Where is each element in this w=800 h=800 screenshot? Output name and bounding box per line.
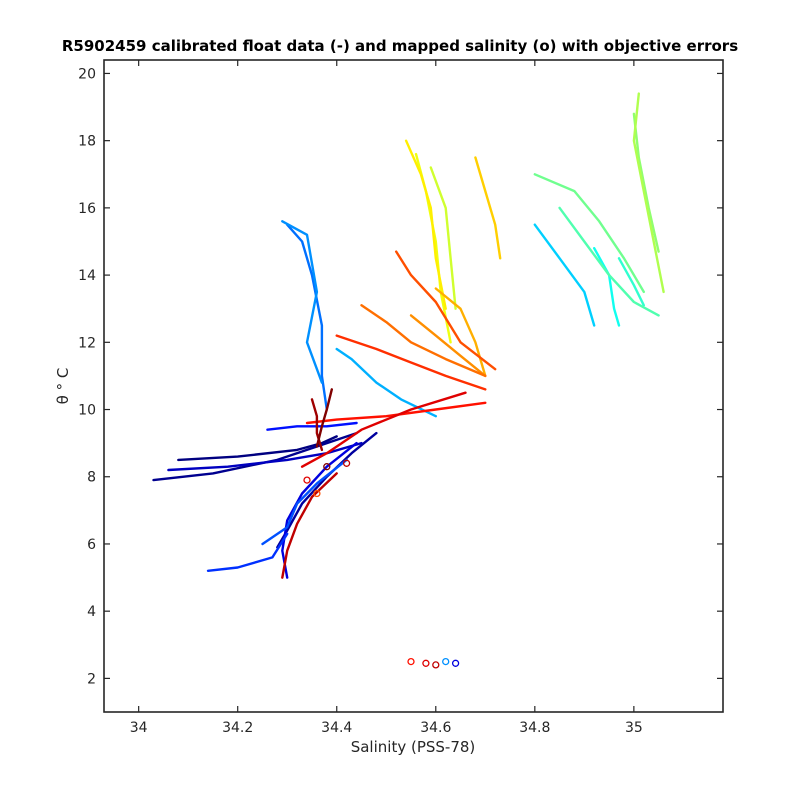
series-layer <box>152 92 665 579</box>
series-line-16 <box>632 112 660 253</box>
mapped-point-3 <box>442 657 450 666</box>
x-tick-label: 34.6 <box>420 720 451 736</box>
x-tick-label: 34.8 <box>519 720 550 736</box>
y-tick-label: 20 <box>78 66 96 82</box>
x-axis-label: Salinity (PSS-78) <box>351 738 476 756</box>
series-line-13 <box>617 257 645 307</box>
x-tick-label: 35 <box>625 720 643 736</box>
series-line-20 <box>404 139 447 310</box>
mapped-point-5 <box>303 476 311 484</box>
y-tick-label: 2 <box>87 671 96 687</box>
series-line-10 <box>335 347 437 418</box>
series-line-0 <box>177 435 338 462</box>
x-tick-label: 34.4 <box>321 720 352 736</box>
x-tick-label: 34.2 <box>222 720 253 736</box>
y-tick-label: 4 <box>87 604 96 620</box>
series-line-24 <box>360 304 487 378</box>
series-line-18 <box>429 166 457 310</box>
series-line-3 <box>167 441 363 472</box>
mapped-point-2 <box>432 661 440 669</box>
y-axis-label: θ ° C <box>54 368 72 405</box>
series-line-17 <box>632 92 665 294</box>
y-tick-label: 6 <box>87 537 96 553</box>
series-line-31 <box>315 388 333 448</box>
mapped-point-8 <box>342 459 351 467</box>
plot-frame <box>103 59 724 713</box>
y-tick-label: 10 <box>78 403 96 419</box>
series-line-5 <box>266 421 358 431</box>
mapped-point-7 <box>323 463 331 471</box>
y-tick-label: 16 <box>78 201 96 217</box>
series-line-30 <box>310 398 324 452</box>
x-axis: 34 34.2 34.4 34.6 34.8 35 <box>130 60 643 736</box>
series-line-23 <box>409 314 487 378</box>
series-line-7 <box>261 458 348 546</box>
series-line-11 <box>533 223 596 327</box>
chart-title: R5902459 calibrated float data (-) and m… <box>62 37 738 55</box>
series-line-21 <box>474 156 502 260</box>
series-line-14 <box>558 206 660 317</box>
mapped-salinity-layer <box>303 459 460 669</box>
series-line-27 <box>305 401 487 425</box>
series-line-12 <box>593 247 621 327</box>
y-tick-label: 14 <box>78 268 96 284</box>
series-line-26 <box>335 334 487 391</box>
series-line-9 <box>281 220 324 384</box>
y-axis: 2 4 6 8 10 12 14 16 18 20 <box>78 66 723 687</box>
y-tick-label: 12 <box>78 335 96 351</box>
series-line-25 <box>395 250 497 371</box>
mapped-point-4 <box>451 659 460 667</box>
mapped-point-6 <box>313 489 321 498</box>
series-line-15 <box>533 173 645 294</box>
x-tick-label: 34 <box>130 720 148 736</box>
mapped-point-0 <box>407 657 415 666</box>
series-line-29 <box>281 472 338 579</box>
series-line-28 <box>300 391 467 468</box>
y-tick-label: 18 <box>78 134 96 150</box>
series-line-6 <box>206 532 289 572</box>
mapped-point-1 <box>422 659 430 667</box>
y-tick-label: 8 <box>87 470 96 486</box>
